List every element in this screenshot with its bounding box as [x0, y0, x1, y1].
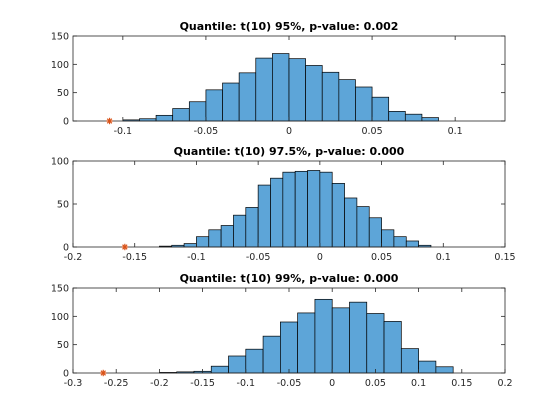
- histogram-bar: [338, 79, 356, 122]
- y-tick-label: 150: [51, 284, 69, 295]
- histogram-bar: [331, 183, 345, 248]
- y-tick-label: 50: [57, 340, 69, 351]
- histogram-bar: [155, 114, 174, 122]
- x-tick-label: 0: [286, 126, 292, 137]
- histogram-bar: [257, 184, 271, 248]
- histogram-bar: [280, 321, 298, 374]
- x-tick-label: -0.1: [114, 126, 133, 137]
- histogram-bar: [418, 360, 437, 374]
- x-tick-label: -0.2: [64, 252, 83, 263]
- x-tick-label: -0.05: [246, 252, 271, 263]
- histogram-panel-3: -0.3 -0.25 -0.2 -0.15 -0.1 -0.05 0 0.05 0.1 0.15 0…: [51, 272, 513, 389]
- histogram-bar: [220, 225, 234, 248]
- x-tick-label: 0.05: [365, 378, 386, 389]
- x-tick-label: 0.15: [451, 378, 472, 389]
- y-tick-label: 100: [51, 312, 69, 323]
- histogram-bar: [208, 229, 222, 248]
- histogram-bar: [262, 335, 281, 374]
- histogram-bar: [400, 348, 419, 374]
- histogram-bar: [288, 58, 306, 122]
- x-tick-label: -0.1: [237, 378, 256, 389]
- histogram-bar: [307, 170, 321, 248]
- histogram-bar: [233, 214, 247, 248]
- observed-value-marker: [121, 243, 129, 251]
- observed-value-marker: [106, 117, 113, 125]
- histogram-bar: [297, 312, 316, 374]
- x-tick-label: 0: [329, 378, 335, 389]
- histogram-bar: [238, 72, 257, 122]
- x-tick-label: 0.2: [497, 378, 512, 389]
- y-tick-label: 50: [57, 200, 69, 211]
- histogram-bar: [205, 89, 223, 122]
- histogram-bar: [355, 86, 373, 122]
- histogram-bar: [321, 71, 340, 122]
- chart-title: Quantile: t(10) 99%, p-value: 0.000: [180, 272, 399, 285]
- chart-title: Quantile: t(10) 97.5%, p-value: 0.000: [174, 145, 405, 158]
- histogram-bar: [319, 171, 333, 248]
- histogram-bar: [270, 177, 284, 248]
- y-tick-label: 0: [63, 243, 69, 254]
- x-tick-label: -0.05: [277, 378, 302, 389]
- histogram-panel-2: -0.2 -0.15 -0.1 -0.05 0 0.05 0.1 0.15 0 50 100 Quan…: [51, 145, 516, 263]
- y-tick-label: 100: [51, 60, 69, 71]
- x-tick-label: 0: [317, 252, 323, 263]
- x-tick-label: -0.15: [190, 378, 215, 389]
- histogram-bar: [228, 355, 247, 374]
- x-tick-label: -0.1: [187, 252, 206, 263]
- x-tick-label: 0.15: [494, 252, 515, 263]
- x-tick-label: -0.05: [194, 126, 219, 137]
- y-tick-label: 0: [63, 369, 69, 380]
- histogram-bar: [404, 113, 423, 122]
- y-tick-label: 0: [63, 117, 69, 128]
- histogram-bar: [356, 206, 370, 248]
- histogram-bar: [388, 111, 406, 122]
- histogram-bar: [421, 117, 439, 122]
- x-tick-label: -0.2: [150, 378, 169, 389]
- x-tick-label: 0.05: [371, 252, 392, 263]
- y-tick-label: 150: [51, 32, 69, 43]
- histogram-bar: [210, 365, 229, 374]
- histogram-bar: [282, 171, 296, 248]
- y-tick-label: 50: [57, 88, 69, 99]
- histogram-bar: [272, 53, 290, 122]
- histogram-panel-1: -0.1 -0.05 0 0.05 0.1 0 50 100 150 Quantile: t(10…: [51, 20, 506, 137]
- histogram-bar: [393, 236, 407, 248]
- histogram-bar: [349, 301, 368, 374]
- x-tick-label: 0.1: [448, 126, 463, 137]
- histogram-bar: [245, 348, 264, 374]
- histogram-bar: [405, 240, 419, 248]
- y-tick-label: 100: [51, 157, 69, 168]
- x-tick-label: 0.1: [436, 252, 451, 263]
- histogram-bar: [331, 307, 350, 374]
- histogram-bar: [366, 313, 385, 374]
- histogram-bar: [368, 217, 382, 248]
- chart-title: Quantile: t(10) 95%, p-value: 0.002: [180, 20, 399, 33]
- histogram-bar: [371, 96, 390, 122]
- histogram-bar: [435, 366, 454, 374]
- histogram-bar: [172, 108, 190, 122]
- histogram-bar: [314, 298, 333, 374]
- histogram-bar: [305, 65, 323, 122]
- histogram-bar: [245, 207, 259, 248]
- histogram-bar: [344, 197, 358, 248]
- histogram-bar: [381, 229, 395, 248]
- histogram-bar: [255, 57, 273, 122]
- histogram-bar: [222, 82, 240, 122]
- observed-value-marker: [100, 369, 107, 377]
- histogram-bar: [196, 236, 210, 248]
- x-tick-label: 0.1: [411, 378, 426, 389]
- x-tick-label: 0.05: [361, 126, 382, 137]
- histogram-bar: [383, 321, 402, 374]
- histogram-bar: [183, 243, 197, 248]
- histogram-bar: [294, 170, 308, 248]
- x-tick-label: -0.25: [104, 378, 129, 389]
- x-tick-label: -0.15: [122, 252, 147, 263]
- histogram-bar: [188, 101, 207, 122]
- x-tick-label: -0.3: [64, 378, 83, 389]
